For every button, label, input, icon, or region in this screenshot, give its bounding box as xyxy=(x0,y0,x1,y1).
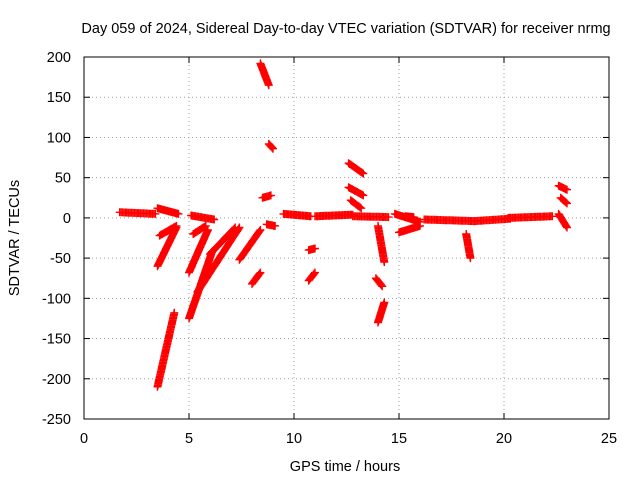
x-tick-label: 10 xyxy=(286,431,302,447)
series-arc-7 xyxy=(185,226,212,277)
x-tick-label: 25 xyxy=(601,431,617,447)
data-point-run xyxy=(374,221,389,267)
series-arc-22 xyxy=(344,159,368,178)
y-tick-label: -250 xyxy=(42,412,71,428)
series-arc-19 xyxy=(304,244,319,255)
series-arc-16 xyxy=(258,191,275,202)
y-tick-label: 0 xyxy=(63,211,71,227)
series-arc-1 xyxy=(115,208,160,218)
chart-title: Day 059 of 2024, Sidereal Day-to-day VTE… xyxy=(81,21,610,37)
data-point-run xyxy=(504,212,557,222)
data-point-run xyxy=(374,298,389,327)
data-point-run xyxy=(401,212,418,222)
data-point-run xyxy=(311,210,357,221)
series-arc-20 xyxy=(304,268,319,285)
series-arc-23 xyxy=(344,183,368,200)
data-point-run xyxy=(470,214,515,226)
series-arc-17 xyxy=(262,220,280,230)
plot-frame xyxy=(83,56,610,420)
data-point-run xyxy=(248,268,265,288)
y-tick-label: -200 xyxy=(42,372,71,388)
y-tick-label: 150 xyxy=(47,90,71,106)
data-point-run xyxy=(187,211,219,224)
x-tick-label: 5 xyxy=(185,431,193,447)
data-point-run xyxy=(279,209,315,221)
series-arc-13 xyxy=(248,268,265,288)
data-points xyxy=(115,59,571,391)
series-arc-33 xyxy=(462,230,475,263)
x-tick-label: 15 xyxy=(391,431,407,447)
series-arc-14 xyxy=(256,59,273,90)
axes: 0 5 10 15 20 25 -250 -200 -150 -100 -50 0 50 100 150 20… xyxy=(42,50,617,447)
series-arc-38 xyxy=(554,209,571,232)
data-point-run xyxy=(554,181,571,194)
data-point-run xyxy=(264,139,277,153)
data-point-run xyxy=(153,204,183,218)
data-point-run xyxy=(235,226,265,264)
data-point-run xyxy=(554,209,571,232)
data-point-run xyxy=(193,223,244,296)
data-point-run xyxy=(395,221,424,237)
data-point-run xyxy=(371,274,387,291)
data-point-run xyxy=(206,223,240,259)
data-point-run xyxy=(556,193,571,208)
series-arc-25 xyxy=(348,212,393,222)
series-arc-35 xyxy=(504,212,557,222)
data-point-run xyxy=(185,226,212,277)
y-tick-label: 50 xyxy=(55,171,71,187)
series-arc-4 xyxy=(153,223,181,271)
series-arc-37 xyxy=(556,193,571,208)
data-point-run xyxy=(348,212,393,222)
data-point-run xyxy=(304,244,319,255)
data-point-run xyxy=(189,221,210,238)
grid xyxy=(84,57,609,419)
series-arc-24 xyxy=(346,196,366,213)
y-tick-label: -150 xyxy=(42,332,71,348)
series-arc-34 xyxy=(470,214,515,226)
x-axis-label: GPS time / hours xyxy=(290,459,400,475)
series-arc-32 xyxy=(420,215,479,226)
data-point-run xyxy=(304,268,319,285)
series-arc-36 xyxy=(554,181,571,194)
data-point-run xyxy=(258,191,275,202)
series-arc-30 xyxy=(395,221,424,237)
series-arc-10 xyxy=(193,223,244,296)
series-arc-5 xyxy=(155,221,181,240)
series-arc-2 xyxy=(153,204,183,218)
series-arc-3 xyxy=(153,308,179,391)
y-axis-label: SDTVAR / TECUs xyxy=(7,180,23,296)
series-arc-11 xyxy=(206,223,240,259)
data-point-run xyxy=(344,159,368,178)
data-point-run xyxy=(420,215,479,226)
data-point-run xyxy=(346,196,366,213)
series-arc-8 xyxy=(187,211,219,224)
series-arc-12 xyxy=(235,226,265,264)
y-tick-label: -50 xyxy=(50,251,71,267)
series-arc-27 xyxy=(371,274,387,291)
series-arc-26 xyxy=(374,221,389,267)
data-point-run xyxy=(256,59,273,90)
series-arc-9 xyxy=(189,221,210,238)
data-point-run xyxy=(115,208,160,218)
data-point-run xyxy=(262,220,280,230)
data-point-run xyxy=(462,230,475,263)
y-tick-label: 100 xyxy=(47,130,71,146)
series-arc-31 xyxy=(401,212,418,222)
x-tick-label: 20 xyxy=(496,431,512,447)
series-arc-21 xyxy=(311,210,357,221)
series-arc-18 xyxy=(279,209,315,221)
y-tick-label: 200 xyxy=(47,50,71,66)
series-arc-15 xyxy=(264,139,277,153)
data-point-run xyxy=(153,308,179,391)
data-point-run xyxy=(153,223,181,271)
x-tick-label: 0 xyxy=(80,431,88,447)
series-arc-28 xyxy=(374,298,389,327)
data-point-run xyxy=(155,221,181,240)
y-tick-label: -100 xyxy=(42,291,71,307)
data-point-run xyxy=(344,183,368,200)
